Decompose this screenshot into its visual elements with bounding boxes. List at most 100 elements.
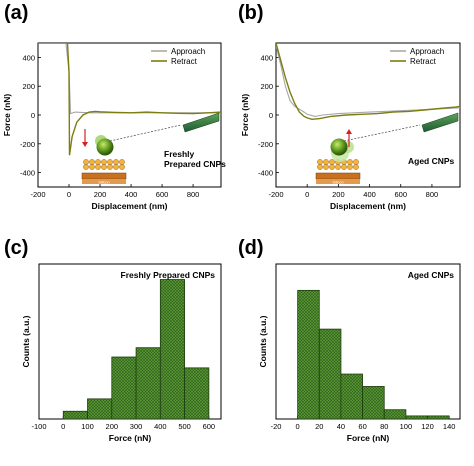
histogram-bar: [427, 415, 450, 420]
y-tick-label: 0: [269, 111, 273, 120]
x-tick-label: 80: [380, 422, 388, 431]
histogram-bar: [111, 356, 137, 420]
x-tick-label: 0: [61, 422, 65, 431]
retract-arrowhead: [346, 129, 352, 134]
annotation-text: Prepared CNPs: [164, 159, 226, 169]
surface-particle: [353, 164, 359, 170]
inset-silicon-label: Silicon: [98, 180, 109, 184]
histogram-bar: [318, 328, 342, 420]
surface-particle: [329, 164, 335, 170]
x-axis-label: Displacement (nm): [91, 201, 167, 211]
legend-entry-retract: Retract: [171, 57, 198, 66]
x-tick-label: 800: [187, 190, 200, 199]
x-tick-label: 0: [305, 190, 309, 199]
panel-label-b: (b): [238, 2, 264, 24]
surface-particle: [101, 159, 107, 165]
y-tick-label: 400: [22, 53, 35, 62]
x-tick-label: 400: [363, 190, 376, 199]
y-tick-label: -400: [258, 169, 273, 178]
y-axis-label: Counts (a.u.): [21, 315, 31, 367]
substrate-block: [315, 172, 361, 180]
x-tick-label: 200: [94, 190, 107, 199]
silicon-layer: [316, 179, 360, 184]
annotation-text: Aged CNPs: [408, 156, 455, 166]
series-line-retract: [38, 43, 221, 156]
histogram-bar: [340, 373, 363, 420]
cantilever-guide: [109, 124, 182, 142]
surface-particle: [107, 164, 113, 170]
x-axis-label: Force (nN): [347, 433, 390, 443]
histogram-bar: [184, 367, 210, 420]
panel-label-a: (a): [4, 2, 29, 24]
series-line-retract: [276, 43, 460, 121]
x-tick-label: 500: [178, 422, 191, 431]
histogram-bar: [159, 279, 185, 420]
x-tick-label: -200: [30, 190, 45, 199]
surface-particle: [113, 159, 119, 165]
histogram-bar: [297, 289, 320, 420]
colloid-probe: [96, 138, 114, 156]
approach-arrowhead: [82, 142, 88, 147]
surface-particle: [341, 164, 347, 170]
x-tick-label: 600: [394, 190, 407, 199]
histogram-bar: [62, 410, 88, 420]
surface-particle: [101, 164, 107, 170]
surface-particle: [95, 159, 101, 165]
chart-panel-a: -200 0 200 400 600 800 -400 -200 0 200 400 Displace…: [2, 42, 226, 211]
x-tick-label: 800: [426, 190, 439, 199]
x-tick-label: 20: [315, 422, 323, 431]
panel-label-c: (c): [4, 237, 29, 259]
surface-particle: [83, 164, 89, 170]
surface-particle: [317, 164, 323, 170]
annotation-text: Freshly: [164, 149, 195, 159]
colloid-probe: [330, 138, 348, 156]
surface-particle: [89, 159, 95, 165]
histogram-bar: [383, 409, 407, 420]
legend-entry-approach: Approach: [171, 47, 205, 56]
y-tick-label: 200: [22, 82, 35, 91]
surface-particle: [335, 164, 341, 170]
y-tick-label: -200: [20, 140, 35, 149]
surface-particle: [107, 159, 113, 165]
surface-particle: [113, 164, 119, 170]
x-tick-label: 600: [156, 190, 169, 199]
surface-particle: [83, 159, 89, 165]
inset-silicon-label: Silicon: [332, 180, 343, 184]
y-tick-label: -400: [20, 169, 35, 178]
surface-particle: [95, 164, 101, 170]
surface-particle: [323, 159, 329, 165]
panel-label-d: (d): [238, 237, 264, 259]
silicon-layer: [82, 179, 126, 184]
surface-particle: [89, 164, 95, 170]
surface-particle: [323, 164, 329, 170]
y-tick-label: -200: [258, 140, 273, 149]
surface-particle: [119, 164, 125, 170]
y-tick-label: 0: [31, 111, 35, 120]
surface-particle: [347, 159, 353, 165]
cantilever-guide: [343, 124, 421, 142]
histogram-bar: [87, 398, 113, 420]
substrate-block: [81, 172, 127, 180]
surface-particle: [329, 159, 335, 165]
y-tick-label: 200: [260, 82, 273, 91]
legend-entry-approach: Approach: [410, 47, 444, 56]
x-tick-label: -100: [31, 422, 46, 431]
x-tick-label: 60: [358, 422, 366, 431]
x-tick-label: 300: [130, 422, 143, 431]
surface-particle: [119, 159, 125, 165]
histogram-bar: [135, 347, 161, 420]
y-axis-label: Counts (a.u.): [258, 315, 268, 367]
surface-particle: [317, 159, 323, 165]
cantilever: [182, 112, 220, 133]
surface-particle: [347, 164, 353, 170]
surface-particle: [353, 159, 359, 165]
x-tick-label: 600: [203, 422, 216, 431]
x-tick-label: 400: [154, 422, 167, 431]
x-tick-label: 200: [106, 422, 119, 431]
y-axis-label: Force (nN): [240, 94, 250, 137]
chart-title: Aged CNPs: [408, 270, 455, 280]
x-tick-label: 100: [400, 422, 413, 431]
x-tick-label: 0: [296, 422, 300, 431]
x-tick-label: -200: [268, 190, 283, 199]
